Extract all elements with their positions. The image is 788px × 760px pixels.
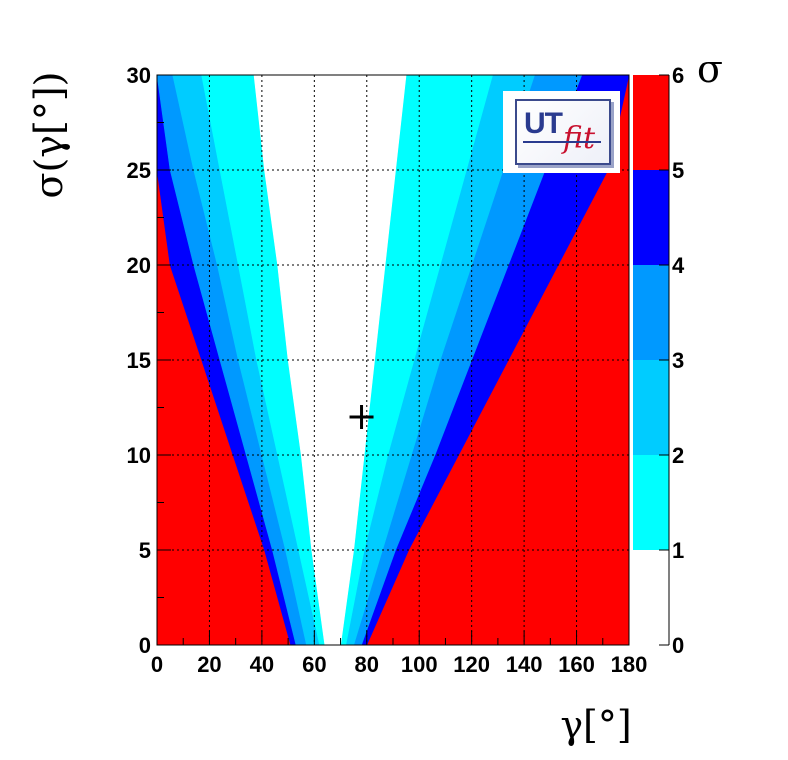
colorbar-tick-label: 0 xyxy=(672,633,684,658)
utfit-logo: UT fit xyxy=(503,91,620,173)
colorbar-tick-label: 1 xyxy=(672,538,684,563)
logo-fit-text: fit xyxy=(563,121,596,156)
best-fit-marker xyxy=(349,405,374,429)
colorbar-segment-6 xyxy=(633,75,669,170)
x-tick-label: 0 xyxy=(151,652,163,677)
colorbar-segment-4 xyxy=(633,265,669,360)
y-tick-label: 25 xyxy=(127,158,151,183)
x-tick-label: 40 xyxy=(250,652,274,677)
colorbar-title: σ xyxy=(697,47,723,91)
x-tick-label: 100 xyxy=(401,652,438,677)
colorbar-tick-label: 3 xyxy=(672,348,684,373)
colorbar-segment-5 xyxy=(633,170,669,265)
y-tick-label: 20 xyxy=(127,253,151,278)
y-tick-label: 15 xyxy=(127,348,151,373)
y-tick-label: 5 xyxy=(139,538,151,563)
colorbar-tick-label: 5 xyxy=(672,158,684,183)
x-axis-title: γ[°] xyxy=(560,703,631,747)
x-tick-label: 140 xyxy=(506,652,543,677)
x-axis-ticks: 0 20 40 60 80 100 120 140 160 180 xyxy=(151,631,647,677)
colorbar-tick-label: 2 xyxy=(672,443,684,468)
x-tick-label: 20 xyxy=(197,652,221,677)
y-axis-ticks: 0 5 10 15 20 25 30 xyxy=(127,63,171,658)
colorbar xyxy=(633,75,669,645)
colorbar-segment-2 xyxy=(633,455,669,550)
x-tick-label: 160 xyxy=(558,652,595,677)
colorbar-ticks: 0 1 2 3 4 5 6 xyxy=(659,63,685,658)
colorbar-segment-1 xyxy=(633,550,669,645)
y-tick-label: 30 xyxy=(127,63,151,88)
y-tick-label: 0 xyxy=(139,633,151,658)
y-tick-label: 10 xyxy=(127,443,151,468)
x-tick-label: 60 xyxy=(302,652,326,677)
x-tick-label: 80 xyxy=(355,652,379,677)
logo-badge: UT fit xyxy=(515,99,611,165)
colorbar-tick-label: 4 xyxy=(672,253,685,278)
colorbar-segment-3 xyxy=(633,360,669,455)
colorbar-tick-label: 6 xyxy=(672,63,684,88)
y-axis-title: σ(γ[°]) xyxy=(27,72,71,199)
logo-underline xyxy=(523,141,601,143)
logo-ut-text: UT xyxy=(524,107,563,140)
x-tick-label: 120 xyxy=(453,652,490,677)
grid xyxy=(157,75,629,645)
x-tick-label: 180 xyxy=(611,652,648,677)
